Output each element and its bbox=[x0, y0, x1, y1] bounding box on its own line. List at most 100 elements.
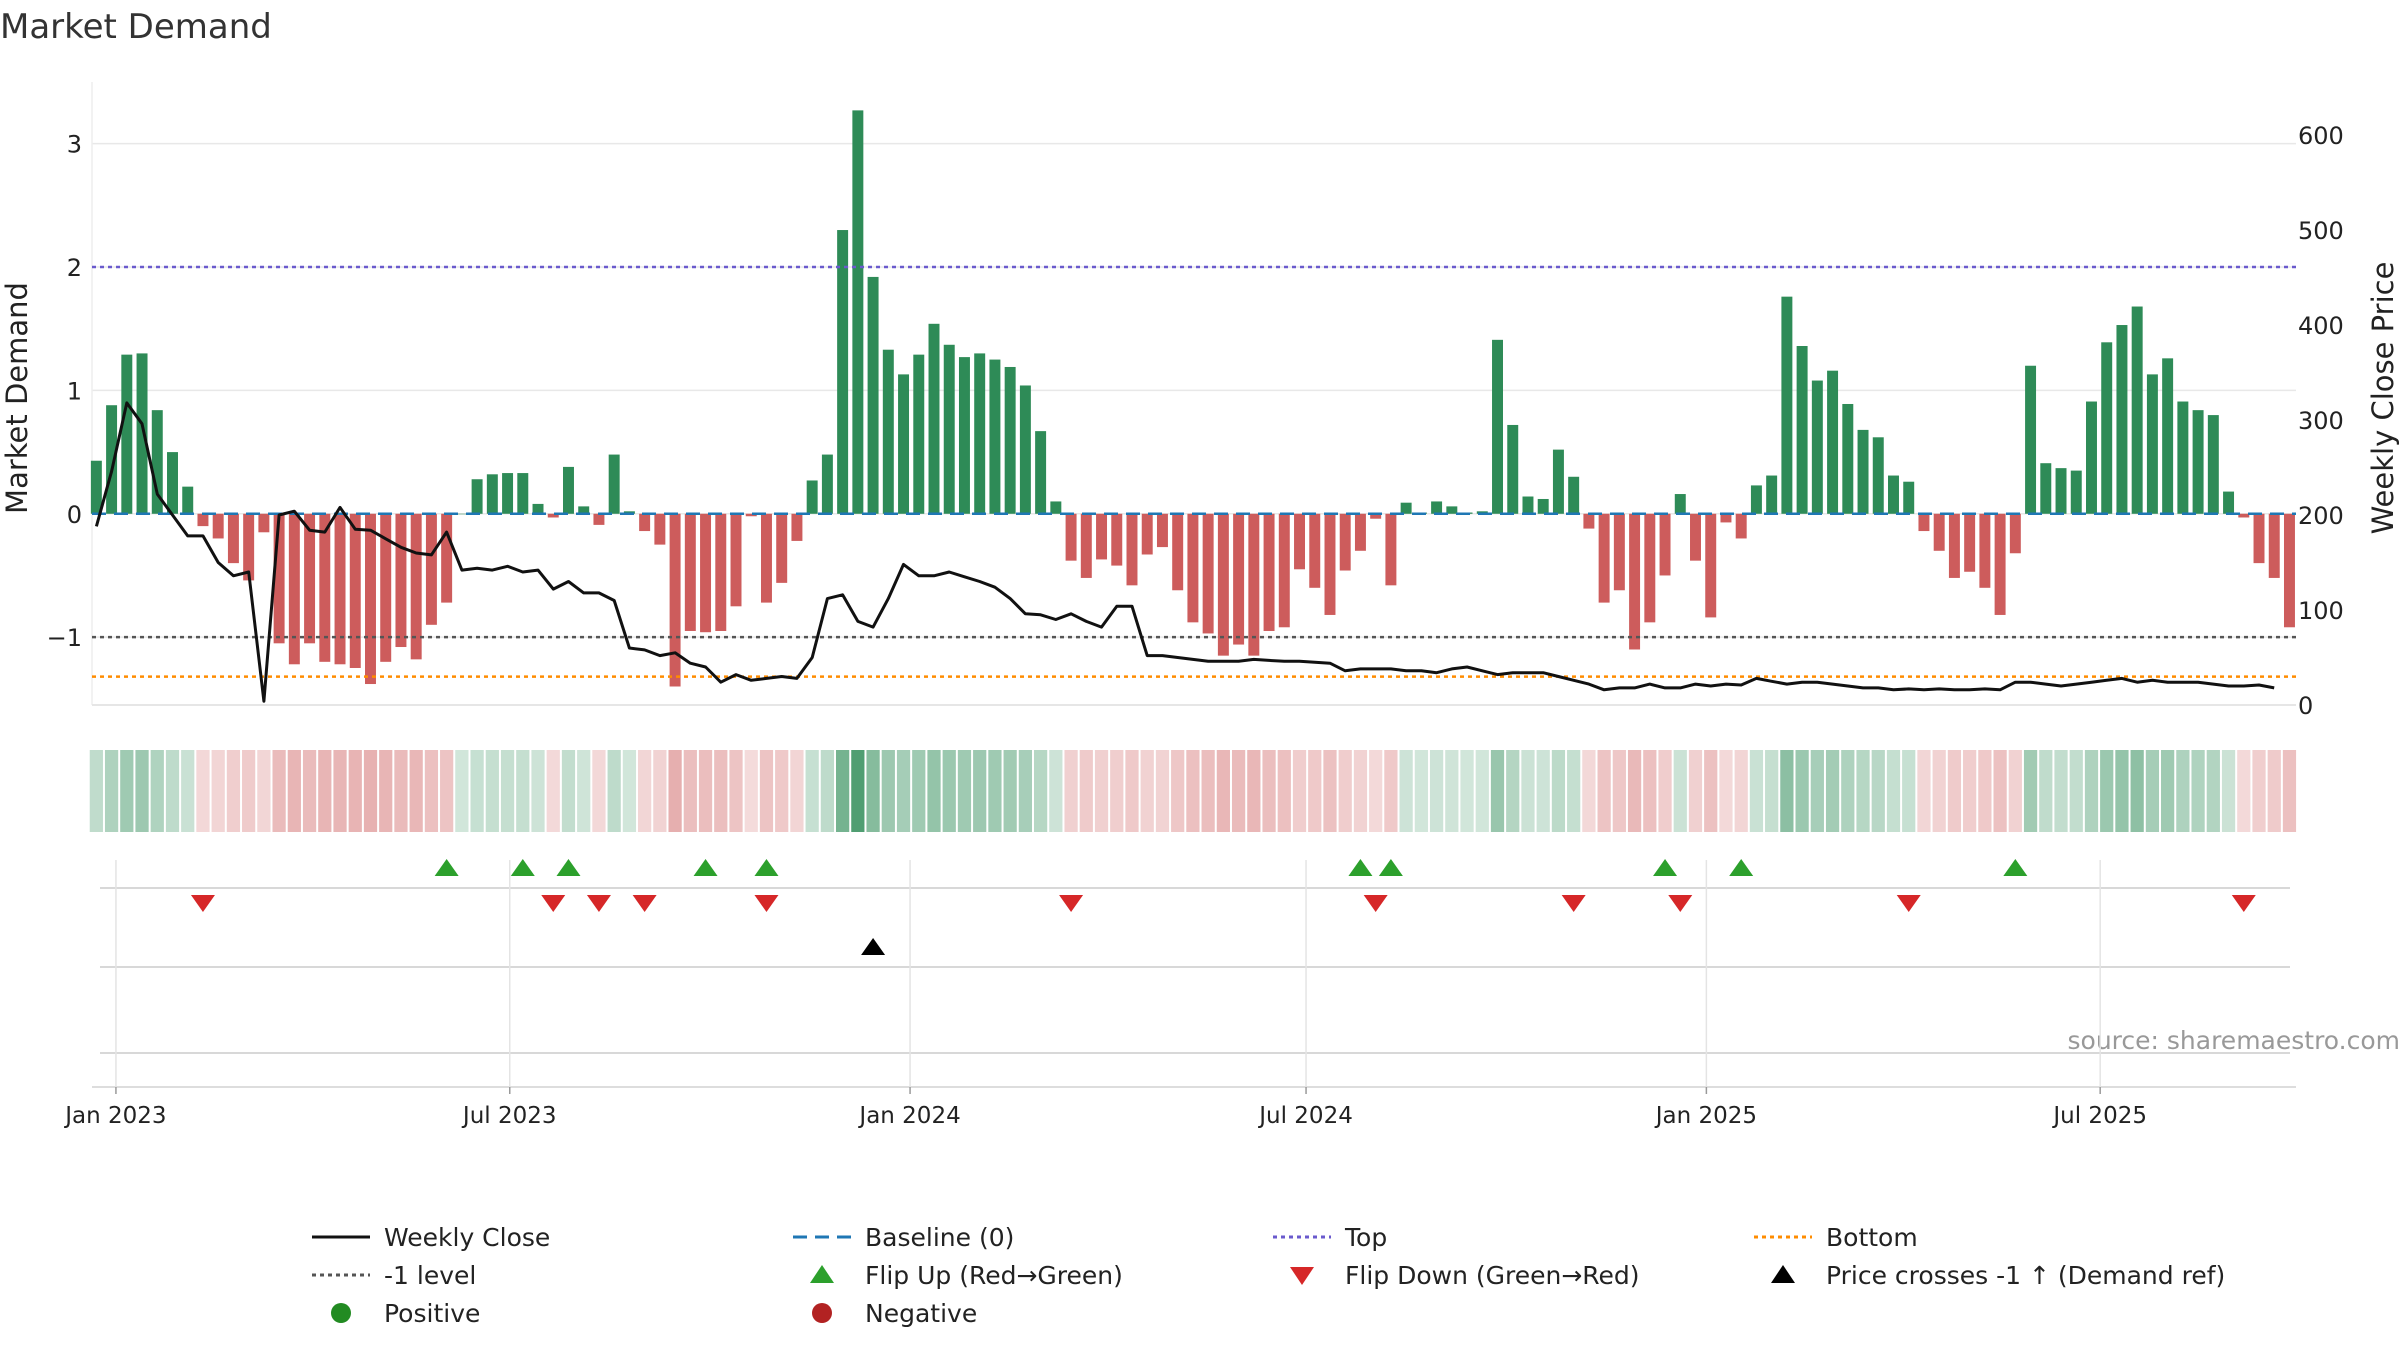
flip-up-marker bbox=[1729, 859, 1754, 876]
demand-bar bbox=[1552, 449, 1564, 514]
demand-bar bbox=[760, 513, 772, 603]
demand-bar bbox=[365, 513, 376, 685]
demand-strip-cell bbox=[653, 750, 667, 832]
flip-down-marker bbox=[1668, 895, 1693, 912]
demand-strip-cell bbox=[2023, 750, 2038, 832]
legend-item: Positive bbox=[331, 1299, 480, 1328]
demand-bar bbox=[1537, 498, 1549, 514]
demand-bar bbox=[1050, 501, 1062, 514]
x-tick-label: Jul 2025 bbox=[2051, 1103, 2147, 1129]
left-tick-label: 2 bbox=[67, 254, 82, 282]
flip-up-marker bbox=[434, 859, 459, 876]
demand-strip-cell bbox=[744, 750, 758, 832]
demand-strip-cell bbox=[1110, 750, 1124, 832]
flip-down-marker bbox=[1059, 895, 1084, 912]
demand-strip-cell bbox=[2237, 750, 2251, 832]
demand-strip-cell bbox=[1658, 750, 1672, 832]
demand-strip-cell bbox=[211, 750, 225, 832]
right-tick-label: 100 bbox=[2298, 597, 2344, 625]
demand-strip-cell bbox=[1353, 750, 1368, 832]
demand-strip-cell bbox=[1886, 750, 1901, 832]
demand-strip-cell bbox=[1856, 750, 1870, 832]
demand-strip-cell bbox=[1825, 750, 1840, 832]
demand-bar bbox=[1690, 513, 1701, 561]
demand-bar bbox=[212, 513, 224, 539]
demand-strip-cell bbox=[896, 750, 911, 832]
demand-bar bbox=[1948, 513, 1960, 578]
demand-bar bbox=[532, 503, 544, 514]
demand-strip-cell bbox=[1627, 750, 1642, 832]
demand-bar bbox=[349, 513, 361, 668]
demand-strip-cell bbox=[1612, 750, 1626, 832]
demand-bar bbox=[2146, 374, 2158, 514]
demand-strip-cell bbox=[1597, 750, 1611, 832]
demand-strip-cell bbox=[1795, 750, 1809, 832]
demand-bar bbox=[441, 513, 453, 603]
demand-strip-cell bbox=[1521, 750, 1535, 832]
demand-bar bbox=[578, 506, 590, 514]
legend-label: Flip Up (Red→Green) bbox=[865, 1261, 1123, 1290]
demand-bar bbox=[182, 486, 194, 514]
demand-strip-cell bbox=[2221, 750, 2236, 832]
demand-strip-cell bbox=[607, 750, 621, 832]
flip-down-marker bbox=[1561, 895, 1586, 912]
demand-strip-cell bbox=[820, 750, 835, 832]
demand-bar bbox=[898, 374, 910, 514]
demand-strip-cell bbox=[348, 750, 362, 832]
demand-strip-cell bbox=[1810, 750, 1824, 832]
demand-strip-cell bbox=[1140, 750, 1154, 832]
demand-strip-cell bbox=[1582, 750, 1596, 832]
demand-strip-cell bbox=[1506, 750, 1520, 832]
demand-strip-cell bbox=[836, 750, 850, 832]
demand-bar bbox=[517, 473, 529, 514]
demand-bar bbox=[1888, 475, 1899, 514]
flip-down-marker bbox=[632, 895, 657, 912]
demand-bar bbox=[2086, 401, 2097, 514]
demand-strip-cell bbox=[363, 750, 378, 832]
demand-bar bbox=[852, 110, 864, 514]
demand-strip-cell bbox=[2206, 750, 2220, 832]
demand-bar bbox=[2131, 306, 2143, 514]
x-tick-label: Jan 2025 bbox=[1654, 1103, 1757, 1129]
demand-bar bbox=[1979, 513, 1991, 588]
demand-bar bbox=[1035, 431, 1047, 514]
demand-bar bbox=[562, 466, 574, 514]
flip-up-marker bbox=[510, 859, 535, 876]
demand-strip-cell bbox=[1018, 750, 1032, 832]
demand-bar bbox=[928, 323, 940, 514]
demand-strip-cell bbox=[1429, 750, 1444, 832]
demand-bar bbox=[654, 513, 666, 545]
demand-strip-cell bbox=[1125, 750, 1139, 832]
demand-strip-cell bbox=[455, 750, 469, 832]
demand-strip-cell bbox=[1719, 750, 1733, 832]
demand-bar bbox=[913, 354, 925, 514]
demand-bar bbox=[1629, 513, 1641, 650]
demand-strip-cell bbox=[531, 750, 545, 832]
demand-strip-cell bbox=[1369, 750, 1383, 832]
demand-strip-cell bbox=[1643, 750, 1657, 832]
demand-bar bbox=[288, 513, 300, 665]
demand-bar bbox=[1568, 476, 1580, 514]
legend-swatch-triangle-up bbox=[810, 1265, 834, 1283]
demand-strip-cell bbox=[440, 750, 454, 832]
demand-strip-cell bbox=[851, 750, 865, 832]
demand-bar bbox=[1019, 385, 1031, 514]
demand-bar bbox=[2025, 365, 2037, 514]
demand-bar bbox=[197, 513, 209, 527]
demand-bar bbox=[2070, 470, 2082, 514]
flip-up-marker bbox=[693, 859, 718, 876]
demand-strip-cell bbox=[242, 750, 256, 832]
right-tick-label: 200 bbox=[2298, 502, 2344, 530]
demand-strip-cell bbox=[181, 750, 195, 832]
demand-bar bbox=[410, 513, 422, 660]
demand-strip-cell bbox=[2008, 750, 2022, 832]
demand-bar bbox=[90, 460, 102, 514]
demand-bar bbox=[943, 344, 955, 514]
flip-down-marker bbox=[586, 895, 611, 912]
demand-bar bbox=[2009, 513, 2021, 554]
demand-strip-cell bbox=[1780, 750, 1794, 832]
legend-label: Baseline (0) bbox=[865, 1223, 1014, 1252]
demand-bar bbox=[1354, 513, 1366, 551]
demand-strip-cell bbox=[1049, 750, 1063, 832]
